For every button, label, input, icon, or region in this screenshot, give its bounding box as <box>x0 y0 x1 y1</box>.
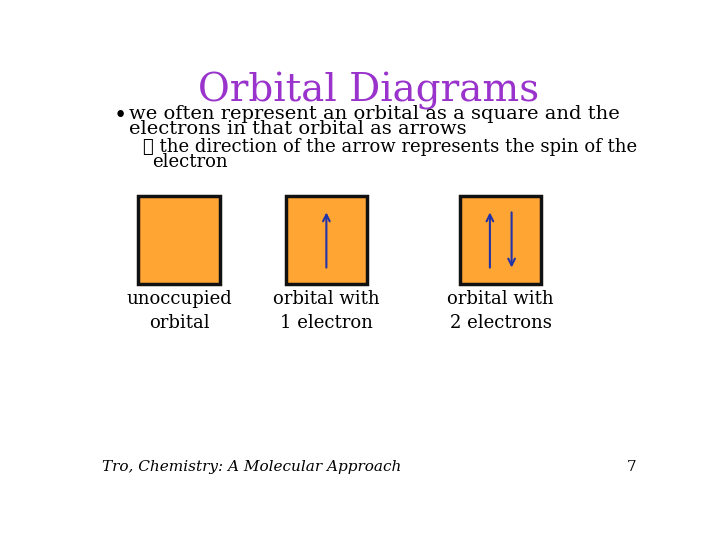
Text: Orbital Diagrams: Orbital Diagrams <box>199 72 539 111</box>
Text: ✓ the direction of the arrow represents the spin of the: ✓ the direction of the arrow represents … <box>143 138 636 156</box>
Text: unoccupied
orbital: unoccupied orbital <box>126 291 232 332</box>
Text: 7: 7 <box>626 461 636 475</box>
Text: Tro, Chemistry: A Molecular Approach: Tro, Chemistry: A Molecular Approach <box>102 461 401 475</box>
Bar <box>460 195 541 284</box>
Text: orbital with
2 electrons: orbital with 2 electrons <box>447 291 554 332</box>
Text: orbital with
1 electron: orbital with 1 electron <box>273 291 379 332</box>
Text: we often represent an orbital as a square and the: we often represent an orbital as a squar… <box>129 105 619 123</box>
Bar <box>138 195 220 284</box>
Bar <box>286 195 367 284</box>
Text: •: • <box>113 105 127 127</box>
Text: electrons in that orbital as arrows: electrons in that orbital as arrows <box>129 120 467 138</box>
Text: electron: electron <box>152 153 228 171</box>
